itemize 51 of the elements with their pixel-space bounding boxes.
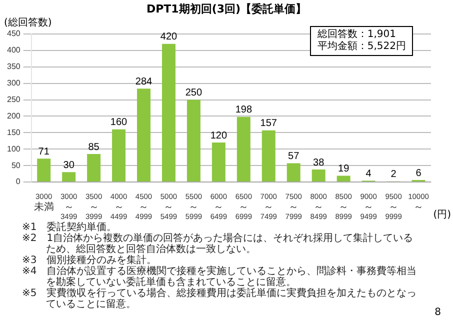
bar	[162, 44, 176, 182]
data-label: 85	[88, 142, 100, 153]
y-tick-label: 200	[6, 111, 21, 120]
data-label: 2	[390, 169, 397, 180]
text: 8	[434, 307, 441, 318]
bar	[37, 158, 51, 182]
data-label: 250	[185, 88, 202, 99]
y-tick-label: 100	[6, 144, 21, 154]
y-tick-label: 300	[6, 78, 21, 88]
x-axis-title: (円)	[433, 210, 452, 221]
data-label: 120	[210, 130, 228, 142]
bar	[212, 142, 226, 182]
text: ※3 個別接種分のみを集計。	[22, 255, 157, 266]
text: ※1 委託契約単価。	[22, 222, 118, 233]
bar	[186, 100, 200, 182]
bar	[112, 129, 126, 182]
y-tick-label: 450	[6, 29, 21, 38]
data-label: 71	[38, 146, 50, 158]
annotation: 平均金額：5,522円	[317, 41, 406, 53]
bar	[262, 130, 276, 182]
bar	[312, 170, 326, 182]
bar	[286, 163, 300, 182]
data-label: 160	[110, 117, 128, 128]
bar	[137, 88, 150, 182]
y-tick-label: 50	[11, 160, 21, 170]
y-tick-label: 350	[6, 62, 21, 72]
data-label: 284	[135, 76, 153, 88]
bar	[336, 176, 350, 182]
data-label: 420	[160, 32, 178, 43]
data-label: 4	[366, 168, 372, 180]
data-label: 19	[338, 164, 350, 174]
bar	[236, 116, 250, 182]
y-axis-title: (総回答数)	[4, 16, 52, 29]
data-label: 198	[235, 104, 252, 116]
data-label: 30	[63, 160, 75, 171]
text: ※2 1自治体から複数の単価の回答があった場合には、それぞれ採用して集計しているため、総回答数と回答自治体数は一致しない。	[22, 233, 414, 255]
data-label: 38	[313, 157, 325, 168]
annotation: 総回答数：1,901	[317, 29, 397, 40]
bar	[62, 172, 76, 182]
y-tick-label: 250	[6, 94, 21, 104]
text: ※4 自治体が設置する医療機関で接種を実施していることから、問診料・事務費等相当を勘案していない委託単価も含まれていることに留意。	[22, 266, 418, 288]
chart-title: DPT1期初回(3回)【委託単価】	[146, 2, 307, 16]
y-tick-label: 0	[16, 177, 21, 186]
data-label: 6	[416, 168, 422, 179]
summary-box: 総回答数：1,901 平均金額：5,522円	[310, 26, 413, 56]
bar	[87, 154, 101, 182]
y-tick-label: 400	[6, 46, 21, 55]
text: ※5 実費徴収を行っている場合、総接種費用は委託単価に実費負担を加えたものとなっていることに留意。	[22, 288, 418, 310]
y-tick-label: 150	[6, 128, 21, 137]
data-label: 57	[288, 151, 300, 162]
data-label: 157	[260, 118, 278, 130]
